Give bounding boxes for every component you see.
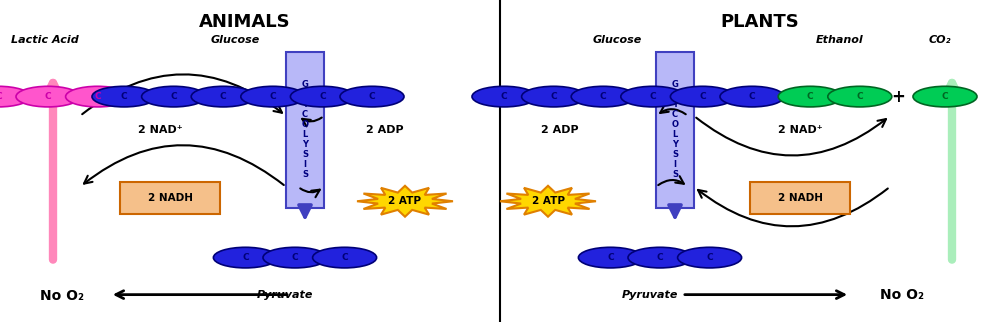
- Circle shape: [191, 86, 255, 107]
- Text: C: C: [170, 92, 177, 101]
- Text: G
L
Y
C
O
L
Y
S
I
S: G L Y C O L Y S I S: [672, 80, 678, 179]
- Text: 2 ATP: 2 ATP: [532, 196, 564, 206]
- Text: C: C: [319, 92, 326, 101]
- Polygon shape: [357, 186, 453, 217]
- Text: C: C: [341, 253, 348, 262]
- Circle shape: [313, 247, 377, 268]
- Circle shape: [628, 247, 692, 268]
- Circle shape: [670, 86, 734, 107]
- Text: Ethanol: Ethanol: [816, 35, 864, 45]
- Text: C: C: [942, 92, 948, 101]
- Text: 2 NADH: 2 NADH: [148, 193, 192, 203]
- Text: 2 ADP: 2 ADP: [541, 125, 579, 136]
- Text: ANIMALS: ANIMALS: [199, 13, 291, 31]
- Text: C: C: [600, 92, 607, 101]
- Text: C: C: [699, 92, 706, 101]
- Text: Pyruvate: Pyruvate: [622, 290, 678, 300]
- Text: +: +: [891, 88, 905, 106]
- Text: C: C: [657, 253, 663, 262]
- Polygon shape: [500, 186, 596, 217]
- Circle shape: [16, 86, 80, 107]
- Text: C: C: [856, 92, 863, 101]
- Circle shape: [621, 86, 685, 107]
- Text: C: C: [292, 253, 298, 262]
- Text: C: C: [94, 92, 101, 101]
- Text: C: C: [0, 92, 2, 101]
- Circle shape: [828, 86, 892, 107]
- Text: C: C: [501, 92, 507, 101]
- Circle shape: [241, 86, 305, 107]
- Text: CO₂: CO₂: [929, 35, 951, 45]
- Text: C: C: [269, 92, 276, 101]
- Circle shape: [720, 86, 784, 107]
- Circle shape: [571, 86, 635, 107]
- Text: 2 ATP: 2 ATP: [388, 196, 422, 206]
- Bar: [656, 52, 694, 208]
- Bar: [286, 52, 324, 208]
- Circle shape: [0, 86, 30, 107]
- Text: No O₂: No O₂: [40, 289, 84, 303]
- Circle shape: [472, 86, 536, 107]
- Circle shape: [66, 86, 130, 107]
- Circle shape: [142, 86, 206, 107]
- Circle shape: [678, 247, 742, 268]
- Circle shape: [522, 86, 586, 107]
- Text: No O₂: No O₂: [880, 288, 924, 302]
- Text: 2 NAD⁺: 2 NAD⁺: [778, 125, 822, 136]
- Text: C: C: [242, 253, 249, 262]
- Text: C: C: [45, 92, 51, 101]
- Text: C: C: [550, 92, 557, 101]
- Text: 2 ADP: 2 ADP: [366, 125, 404, 136]
- Circle shape: [913, 86, 977, 107]
- Circle shape: [778, 86, 842, 107]
- FancyBboxPatch shape: [120, 182, 220, 214]
- Text: C: C: [649, 92, 656, 101]
- Circle shape: [92, 86, 156, 107]
- Circle shape: [290, 86, 354, 107]
- FancyBboxPatch shape: [750, 182, 850, 214]
- Text: C: C: [369, 92, 375, 101]
- Circle shape: [340, 86, 404, 107]
- Circle shape: [213, 247, 277, 268]
- Text: Glucose: Glucose: [592, 35, 642, 45]
- Circle shape: [263, 247, 327, 268]
- Text: C: C: [607, 253, 614, 262]
- Text: Glucose: Glucose: [210, 35, 260, 45]
- Text: 2 NAD⁺: 2 NAD⁺: [138, 125, 182, 136]
- Text: Pyruvate: Pyruvate: [257, 290, 313, 300]
- Text: G
L
Y
C
O
L
Y
S
I
S: G L Y C O L Y S I S: [302, 80, 308, 179]
- Text: C: C: [807, 92, 814, 101]
- Text: C: C: [220, 92, 227, 101]
- Text: C: C: [121, 92, 127, 101]
- Text: C: C: [749, 92, 755, 101]
- Text: PLANTS: PLANTS: [721, 13, 799, 31]
- Text: C: C: [706, 253, 713, 262]
- Text: Lactic Acid: Lactic Acid: [11, 35, 79, 45]
- Text: 2 NADH: 2 NADH: [778, 193, 822, 203]
- Circle shape: [578, 247, 642, 268]
